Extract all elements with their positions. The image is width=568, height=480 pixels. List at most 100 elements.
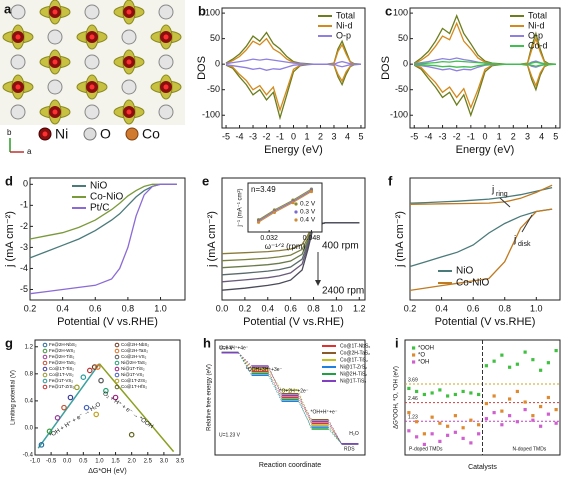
point bbox=[554, 348, 558, 353]
y-tick-label: -3 bbox=[20, 242, 28, 252]
connector bbox=[238, 352, 252, 367]
point bbox=[407, 429, 411, 433]
point bbox=[546, 412, 550, 416]
legend-swatch bbox=[412, 353, 416, 357]
y-tick-label: 0.4 bbox=[25, 398, 34, 404]
point bbox=[515, 362, 519, 366]
y-tick-label: -4 bbox=[20, 263, 28, 273]
connector bbox=[238, 352, 252, 374]
series-line bbox=[409, 208, 553, 292]
legend-swatch bbox=[412, 360, 416, 364]
point bbox=[523, 408, 527, 412]
series-line bbox=[258, 189, 312, 222]
legend-label: Co bbox=[142, 126, 160, 142]
legend-label: Ni@2H-TaS₂ bbox=[121, 360, 147, 365]
y-tick-label: 50 bbox=[398, 33, 408, 43]
x-tick-label: 0.6 bbox=[467, 303, 480, 313]
point bbox=[256, 220, 261, 224]
x-tick-label: 2.5 bbox=[144, 459, 153, 465]
point bbox=[95, 364, 101, 370]
point bbox=[80, 374, 87, 381]
legend-swatch bbox=[114, 348, 120, 354]
x-tick-label: 0.8 bbox=[122, 303, 135, 313]
state-label: O₂+4H⁺+4e⁻ bbox=[220, 346, 249, 352]
point bbox=[430, 415, 434, 419]
y-tick-label: -1 bbox=[20, 200, 28, 210]
annotation: U=1.23 V bbox=[219, 432, 241, 438]
legend-swatch bbox=[42, 384, 48, 390]
state-label: *OOH+3H⁺+3e⁻ bbox=[246, 367, 283, 373]
point bbox=[453, 414, 457, 418]
point bbox=[446, 394, 450, 398]
legend-label: Co@2H-NbS₂ bbox=[121, 342, 149, 347]
x-tick-label: 5 bbox=[358, 131, 363, 141]
x-tick-label: 3 bbox=[331, 131, 336, 141]
x-tick-label: 0.5 bbox=[79, 459, 88, 465]
point bbox=[477, 432, 481, 436]
o-atom bbox=[158, 104, 174, 120]
o-atom bbox=[10, 104, 26, 120]
volcano-line bbox=[98, 363, 175, 453]
annotation: j bbox=[513, 235, 516, 246]
x-axis-label: Energy (eV) bbox=[456, 144, 515, 156]
x-tick-label: 3 bbox=[525, 131, 530, 141]
series-line bbox=[225, 63, 361, 113]
legend-label: Fe@2H-NbS₂ bbox=[49, 342, 77, 347]
x-tick-label: 0.032 bbox=[260, 235, 278, 242]
legend-label: Ni@2H-TiS₂ bbox=[340, 371, 367, 377]
point bbox=[93, 411, 100, 418]
point bbox=[531, 414, 535, 418]
point bbox=[446, 433, 450, 437]
legend-label: Total bbox=[528, 10, 547, 20]
connector bbox=[328, 425, 342, 445]
x-tick-label: 0.2 bbox=[404, 303, 417, 313]
legend-label: Fe@1T-VS₂ bbox=[49, 378, 73, 383]
x-tick-label: 0.0 bbox=[63, 459, 72, 465]
x-tick-label: -2 bbox=[263, 131, 271, 141]
legend-label: Fe@2H-TiS₂ bbox=[49, 354, 75, 359]
panel-label: h bbox=[203, 335, 211, 350]
y-tick-label: -5 bbox=[20, 284, 28, 294]
point bbox=[415, 389, 419, 394]
connector bbox=[268, 373, 282, 400]
reference-label: 3.69 bbox=[408, 377, 418, 383]
legend-swatch bbox=[42, 378, 48, 384]
series-line bbox=[221, 222, 360, 291]
x-tick-label: 2 bbox=[511, 131, 516, 141]
panel-label: e bbox=[202, 173, 209, 188]
panel-label: f bbox=[388, 173, 393, 188]
series-line bbox=[409, 186, 553, 204]
series-line bbox=[29, 183, 177, 295]
y-tick-label: 0 bbox=[403, 59, 408, 69]
legend-label: Co@1T-VS₂ bbox=[49, 372, 74, 377]
legend-label: 0.4 V bbox=[300, 217, 316, 224]
y-tick-label: 100 bbox=[393, 7, 408, 17]
annotation: N-doped TMDs bbox=[513, 446, 547, 452]
x-tick-label: 0.4 bbox=[435, 303, 448, 313]
y-axis-label: Relative free energy (eV) bbox=[207, 364, 213, 431]
point bbox=[407, 386, 411, 391]
point bbox=[54, 414, 61, 421]
point bbox=[438, 421, 442, 425]
legend-label: Co@2H-VS₂ bbox=[121, 354, 147, 359]
legend-label: Co@1T-TiS₂ bbox=[49, 366, 74, 371]
legend-label: Co@1T-TiS₂ bbox=[340, 357, 368, 363]
point bbox=[309, 189, 314, 194]
y-tick-label: 50 bbox=[210, 33, 220, 43]
connector bbox=[328, 426, 342, 445]
point bbox=[492, 394, 496, 398]
legend-label: Co@2H-TaS₂ bbox=[121, 348, 148, 353]
legend-label: Ni@1T-ZrS₂ bbox=[340, 364, 367, 370]
x-tick-label: 4 bbox=[539, 131, 544, 141]
volcano-line bbox=[37, 363, 101, 449]
y-axis-label: DOS bbox=[196, 56, 208, 80]
point bbox=[546, 361, 550, 365]
annotation: O₂ + H⁺ + e⁻ → *OOH bbox=[101, 390, 154, 430]
point bbox=[500, 409, 504, 413]
annotation: 2400 rpm bbox=[322, 286, 364, 297]
point bbox=[407, 411, 411, 415]
x-tick-label: -2 bbox=[453, 131, 461, 141]
ni-core bbox=[126, 9, 132, 15]
y-tick-label: -2 bbox=[20, 221, 28, 231]
legend-label: Co@1T-ZrS₂ bbox=[121, 378, 147, 383]
